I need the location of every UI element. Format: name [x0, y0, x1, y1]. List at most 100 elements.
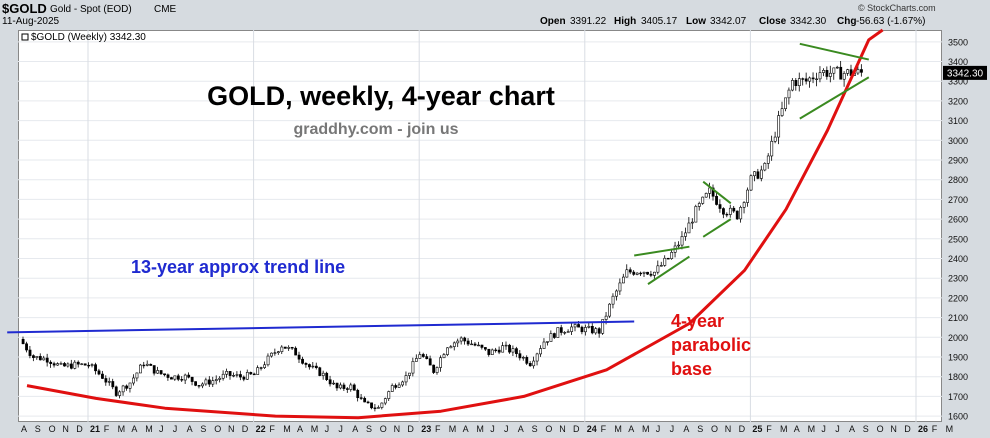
candle-body — [435, 367, 439, 373]
candle-body — [373, 407, 377, 409]
candle-body — [604, 315, 608, 320]
candle-body — [432, 364, 436, 373]
candle-body — [221, 373, 225, 379]
candle-body — [25, 343, 28, 351]
y-tick-label: 3500 — [948, 37, 968, 47]
candle-body — [166, 374, 170, 378]
candle-body — [52, 363, 56, 366]
x-tick-label: N — [62, 424, 69, 434]
x-tick-label: 23 — [421, 424, 431, 434]
candle-body — [749, 175, 753, 191]
candle-body — [208, 379, 211, 385]
candle-body — [735, 210, 739, 220]
candle-body — [325, 372, 329, 380]
candle-body — [680, 236, 684, 246]
candle-body — [252, 373, 256, 376]
candle-body — [725, 213, 729, 216]
y-tick-label: 2600 — [948, 215, 968, 225]
candle-body — [139, 364, 142, 374]
x-tick-label: A — [131, 424, 137, 434]
candle-body — [145, 363, 149, 366]
candle-body — [70, 363, 73, 369]
candle-body — [135, 372, 139, 379]
candle-body — [528, 363, 532, 367]
x-tick-label: A — [187, 424, 193, 434]
candle-body — [352, 384, 356, 391]
candle-body — [56, 363, 60, 366]
candle-body — [170, 377, 173, 380]
candle-body — [163, 373, 166, 376]
candle-body — [497, 349, 501, 353]
candle-body — [549, 333, 553, 342]
x-tick-label: S — [366, 424, 372, 434]
candle-body — [649, 273, 653, 276]
candle-body — [684, 232, 687, 237]
candle-body — [601, 319, 605, 334]
candle-body — [218, 377, 222, 380]
y-tick-label: 2000 — [948, 333, 968, 343]
x-tick-label: 24 — [587, 424, 597, 434]
candle-body — [256, 367, 260, 375]
candle-body — [132, 377, 135, 384]
low-value: 3342.07 — [710, 16, 747, 27]
candle-body — [97, 370, 101, 375]
x-tick-label: M — [614, 424, 622, 434]
candle-body — [766, 155, 770, 164]
candle-body — [690, 221, 694, 224]
candle-body — [608, 303, 612, 317]
candle-body — [808, 77, 812, 82]
candle-body — [414, 358, 418, 362]
candle-body — [580, 326, 584, 333]
y-tick-label: 2900 — [948, 156, 968, 166]
candle-body — [521, 357, 525, 359]
x-tick-label: D — [242, 424, 249, 434]
candle-body — [656, 265, 660, 273]
trend-line-label: 13-year approx trend line — [131, 257, 345, 277]
x-tick-label: M — [118, 424, 126, 434]
x-tick-label: D — [407, 424, 414, 434]
candle-body — [418, 354, 422, 359]
candle-body — [411, 361, 415, 374]
candle-body — [332, 382, 336, 385]
candle-body — [566, 331, 570, 333]
candle-body — [349, 384, 353, 390]
candle-body — [618, 282, 622, 292]
candle-body — [663, 257, 667, 266]
candle-body — [860, 69, 863, 73]
candle-body — [114, 386, 118, 396]
candle-body — [632, 271, 636, 275]
legend: $GOLD (Weekly) 3342.30 — [21, 32, 146, 43]
x-tick-label: M — [642, 424, 650, 434]
candle-body — [380, 402, 384, 408]
x-tick-label: 21 — [90, 424, 100, 434]
candle-body — [590, 326, 594, 334]
x-tick-label: M — [476, 424, 484, 434]
candle-body — [49, 361, 53, 364]
candle-body — [784, 97, 787, 109]
candle-body — [625, 269, 629, 278]
x-tick-label: S — [532, 424, 538, 434]
candle-body — [425, 356, 429, 360]
high-value: 3405.17 — [641, 16, 678, 27]
candle-body — [559, 327, 563, 333]
candle-body — [387, 391, 391, 399]
candle-body — [297, 354, 301, 360]
candle-body — [263, 364, 267, 368]
x-tick-label: J — [173, 424, 178, 434]
candle-body — [152, 365, 156, 374]
x-tick-label: N — [890, 424, 897, 434]
candle-body — [804, 78, 808, 82]
candle-body — [308, 364, 311, 368]
x-tick-label: O — [711, 424, 718, 434]
x-tick-label: O — [545, 424, 552, 434]
candle-body — [383, 398, 387, 404]
candle-body — [856, 69, 860, 74]
candle-body — [480, 344, 484, 348]
y-tick-label: 2100 — [948, 313, 968, 323]
candle-body — [314, 365, 318, 368]
x-tick-label: A — [21, 424, 27, 434]
x-tick-label: J — [656, 424, 661, 434]
candle-body — [763, 163, 767, 171]
candle-body — [294, 347, 298, 356]
